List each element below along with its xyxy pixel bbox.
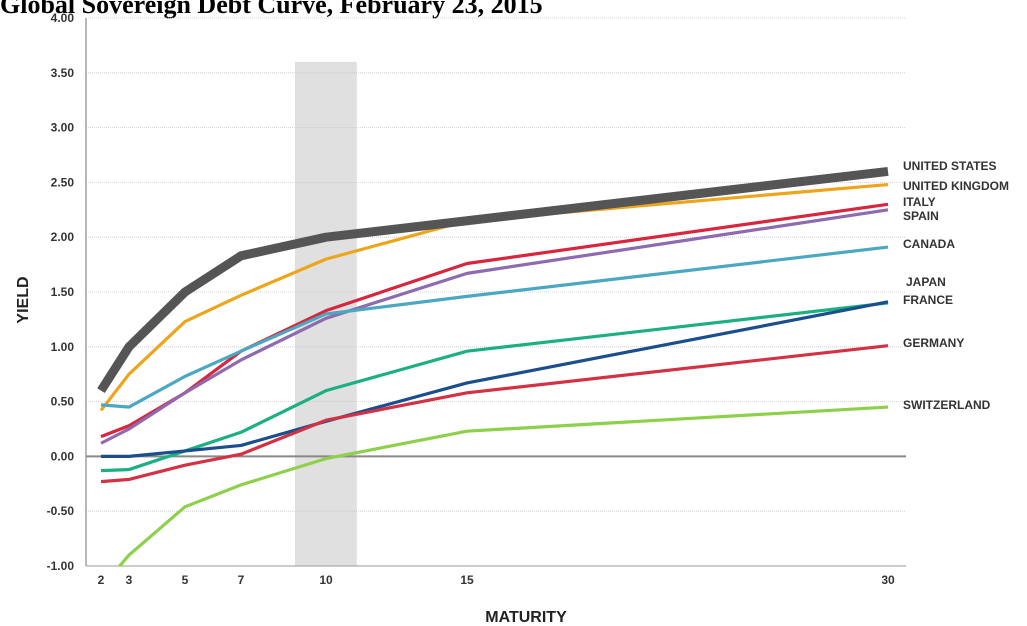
series-label-united-kingdom: UNITED KINGDOM [903,179,1009,193]
series-label-switzerland: SWITZERLAND [903,398,991,412]
y-axis-label: YIELD [15,276,32,323]
series-label-germany: GERMANY [903,336,964,350]
y-tick-label: 1.00 [51,340,75,354]
series-line-switzerland [117,405,889,566]
y-tick-label: 1.50 [51,285,75,299]
series-label-italy: ITALY [903,195,936,209]
y-tick-label: 4.00 [51,11,75,25]
x-axis-label: MATURITY [485,609,567,626]
x-tick-label: 15 [460,573,474,587]
series-label-united-states: UNITED STATES [903,159,997,173]
x-tick-label: 5 [182,573,189,587]
series-line-japan [100,301,889,473]
x-tick-label: 10 [319,573,333,587]
series-line-france [101,300,889,458]
series-label-france: FRANCE [903,293,953,307]
series-label-spain: SPAIN [903,209,939,223]
y-tick-label: 0.50 [51,395,75,409]
series-lines [97,166,889,566]
series-line-spain [100,208,889,445]
y-tick-label: -0.50 [47,504,75,518]
x-tick-label: 2 [98,573,105,587]
y-tick-label: 0.00 [51,449,75,463]
x-tick-label: 30 [881,573,895,587]
y-tick-label: 2.50 [51,175,75,189]
tick-labels: 4.00 3.50 3.00 2.50 2.00 1.50 1.00 0.50 0.00 -0.5… [47,11,895,587]
y-tick-label: 3.00 [51,121,75,135]
y-tick-label: 2.00 [51,230,75,244]
series-label-canada: CANADA [903,237,955,251]
x-tick-label: 3 [126,573,133,587]
series-line-germany [100,344,889,484]
series-line-united-states [97,166,889,394]
y-tick-label: -1.00 [47,559,75,573]
series-line-canada [100,245,889,409]
series-label-japan: JAPAN [906,275,946,289]
chart-title: Global Sovereign Debt Curve, February 23… [0,0,543,19]
y-tick-label: 3.50 [51,66,75,80]
x-tick-label: 7 [238,573,245,587]
